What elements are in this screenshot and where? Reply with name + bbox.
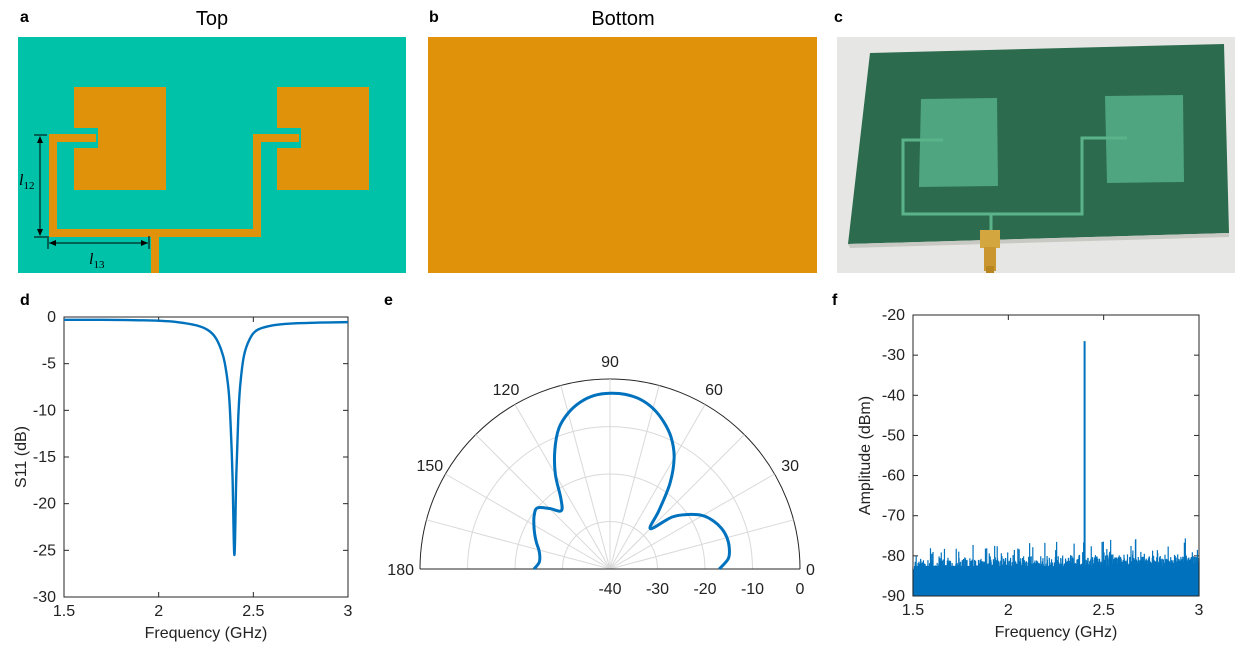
y-tick-label: -20 [33, 496, 56, 513]
polar-spoke [514, 404, 611, 570]
panel-title-bottom: Bottom [591, 8, 655, 30]
pcb-photo [837, 37, 1235, 273]
x-tick-label: 2 [1004, 602, 1013, 619]
y-axis-label: Amplitude (dBm) [857, 396, 874, 515]
plot-frame [63, 316, 349, 598]
angle-tick-label: 30 [781, 458, 799, 475]
radial-tick-label: -10 [741, 581, 764, 598]
plot-frame [912, 314, 1200, 597]
y-tick-label: -90 [882, 588, 905, 605]
y-tick-label: 0 [47, 309, 56, 326]
ground-plane-bottom [428, 37, 817, 273]
polar-spoke [445, 473, 611, 570]
x-tick-label: 2.5 [242, 603, 264, 620]
y-tick-label: -20 [882, 307, 905, 324]
plot-frame-overlay [912, 314, 1200, 597]
x-axis-label: Frequency (GHz) [145, 625, 268, 642]
sma-connector-body [980, 230, 1000, 248]
panel-title-top: Top [195, 8, 229, 30]
y-tick-label: -10 [33, 402, 56, 419]
panel-label-e: e [384, 292, 393, 309]
sma-connector-barrel [984, 247, 996, 271]
label-l12: l12 [19, 172, 34, 192]
x-tick-label: 3 [1195, 602, 1204, 619]
panel-label-d: d [20, 292, 30, 309]
y-axis-label: S11 (dB) [13, 426, 30, 488]
pcb-board-edge [848, 233, 1229, 248]
angle-tick-label: 60 [705, 382, 723, 399]
polar-spoke [426, 519, 611, 570]
s11-chart: 1.5 2 2.5 3 0 -5 -10 -15 -20 -25 -30 Frequency (GHz… [13, 309, 353, 642]
y-tick-label: -25 [33, 542, 56, 559]
radial-tick-label: -40 [598, 581, 621, 598]
polar-spoke [609, 385, 660, 570]
polar-spoke [560, 385, 611, 570]
y-tick-label: -30 [33, 589, 56, 606]
angle-tick-label: 0 [806, 562, 815, 579]
antenna-top-layout: l12 l13 [18, 37, 406, 273]
angle-tick-label: 90 [601, 354, 619, 371]
feed-line [49, 134, 299, 273]
radial-tick-label: -20 [693, 581, 716, 598]
y-tick-label: -60 [882, 468, 905, 485]
x-axis-label: Frequency (GHz) [995, 624, 1118, 641]
radiation-pattern-line [532, 391, 732, 571]
sma-connector-tip [986, 266, 994, 273]
x-tick-label: 1.5 [53, 603, 75, 620]
y-tick-label: -40 [882, 387, 905, 404]
panel-label-b: b [429, 9, 439, 26]
label-l13: l13 [89, 251, 105, 271]
pcb-board [848, 44, 1229, 244]
angle-tick-label: 180 [387, 562, 414, 579]
polar-spoke [475, 434, 611, 570]
spectrum-noise-band [914, 565, 1198, 595]
x-tick-label: 3 [344, 603, 353, 620]
y-tick-label: -70 [882, 508, 905, 525]
angle-tick-label: 150 [417, 458, 444, 475]
y-tick-label: -30 [882, 347, 905, 364]
spectrum-chart: 1.5 2 2.5 3 -20 -30 -40 -50 -60 -70 -80 -90 Frequenc… [857, 307, 1204, 641]
pcb-patch-left [919, 98, 998, 187]
y-tick-label: -15 [33, 449, 56, 466]
radial-tick-label: -30 [646, 581, 669, 598]
panel-label-a: a [20, 9, 29, 26]
y-tick-label: -50 [882, 427, 905, 444]
y-tick-label: -80 [882, 548, 905, 565]
radiation-pattern-chart: 0 30 60 90 120 150 180 -40 -30 -20 -10 0 [387, 354, 815, 598]
polar-spoke [609, 404, 706, 570]
y-tick-label: -5 [42, 356, 56, 373]
angle-tick-label: 120 [493, 382, 520, 399]
polar-spoke [609, 434, 745, 570]
polar-spoke [609, 519, 794, 570]
x-tick-label: 1.5 [902, 602, 924, 619]
pcb-patch-right [1105, 95, 1184, 183]
radial-tick-label: 0 [796, 581, 805, 598]
dimension-l12 [34, 134, 47, 238]
x-tick-label: 2 [154, 603, 163, 620]
panel-label-f: f [832, 292, 838, 309]
dimension-l13 [47, 236, 150, 249]
s11-series-line [63, 318, 349, 557]
panel-label-c: c [834, 9, 843, 26]
x-tick-label: 2.5 [1093, 602, 1115, 619]
polar-spoke [609, 473, 775, 570]
